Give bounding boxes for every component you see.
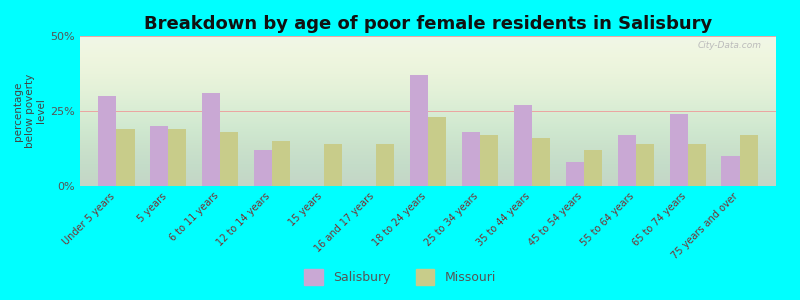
Bar bbox=[618, 135, 636, 186]
Bar bbox=[98, 96, 116, 186]
Bar bbox=[116, 129, 134, 186]
Bar bbox=[324, 144, 342, 186]
Bar bbox=[220, 132, 238, 186]
Bar bbox=[150, 126, 168, 186]
Bar bbox=[740, 135, 758, 186]
Bar bbox=[202, 93, 220, 186]
Bar bbox=[688, 144, 706, 186]
Bar bbox=[670, 114, 688, 186]
Text: City-Data.com: City-Data.com bbox=[698, 40, 762, 50]
Y-axis label: percentage
below poverty
level: percentage below poverty level bbox=[13, 74, 46, 148]
Bar bbox=[722, 156, 740, 186]
Bar bbox=[272, 141, 290, 186]
Bar bbox=[480, 135, 498, 186]
Bar bbox=[410, 75, 428, 186]
Bar bbox=[566, 162, 584, 186]
Bar bbox=[168, 129, 186, 186]
Bar bbox=[532, 138, 550, 186]
Bar bbox=[514, 105, 532, 186]
Bar bbox=[376, 144, 394, 186]
Bar bbox=[462, 132, 480, 186]
Title: Breakdown by age of poor female residents in Salisbury: Breakdown by age of poor female resident… bbox=[144, 15, 712, 33]
Bar bbox=[428, 117, 446, 186]
Bar bbox=[584, 150, 602, 186]
Legend: Salisbury, Missouri: Salisbury, Missouri bbox=[298, 263, 502, 291]
Bar bbox=[636, 144, 654, 186]
Bar bbox=[254, 150, 272, 186]
